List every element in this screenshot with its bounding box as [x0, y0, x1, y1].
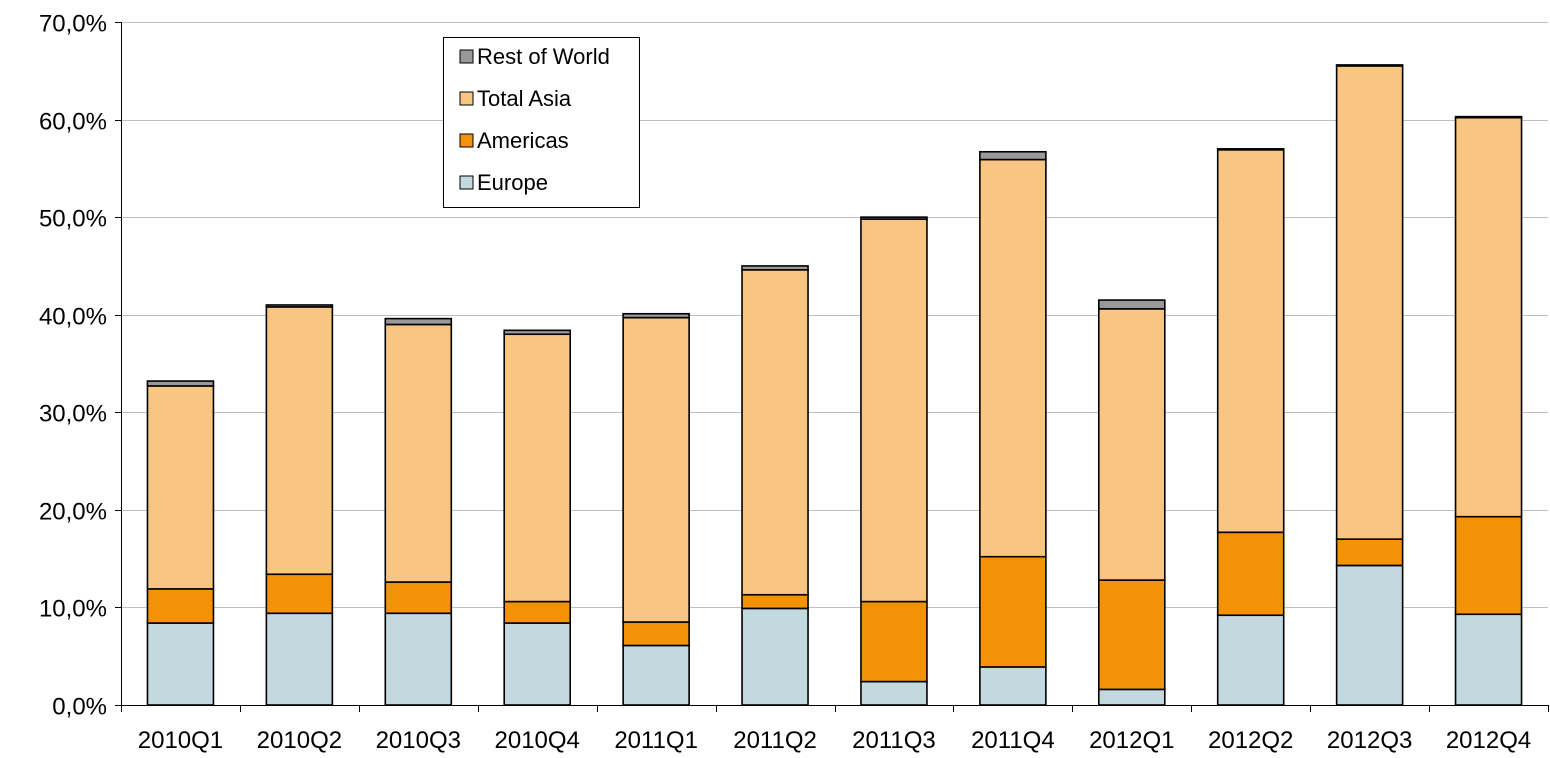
bar-europe-2010q3 [384, 612, 453, 706]
x-tick-label-2010q4: 2010Q4 [495, 727, 580, 753]
x-axis: 2010Q1 2010Q2 2010Q3 2010Q4 2011Q1 2011Q2 2011… [121, 705, 1549, 754]
x-tick-label-2010q1: 2010Q1 [138, 727, 223, 753]
legend-label-rest-of-world: Rest of World [477, 44, 610, 69]
x-tick-label-2010q2: 2010Q2 [257, 727, 342, 753]
x-tick-label-2011q3: 2011Q3 [852, 727, 936, 753]
bar-rest-of-world-2010q3 [384, 317, 453, 326]
legend-swatch-americas [459, 133, 474, 148]
bar-rest-of-world-2011q1 [622, 312, 690, 319]
x-tick-label-2011q1: 2011Q1 [614, 727, 698, 753]
bar-rest-of-world-2011q2 [741, 265, 809, 271]
bar-rest-of-world-2012q1 [1097, 299, 1166, 310]
x-tick-label-2012q3: 2012Q3 [1327, 727, 1412, 753]
y-tick-label: 70,0% [39, 11, 107, 38]
y-tick-label: 60,0% [39, 109, 107, 136]
legend-swatch-total-asia [459, 91, 474, 106]
legend-swatch-europe [459, 175, 474, 190]
bar-total-asia-2010q2 [265, 306, 334, 576]
legend-label-total-asia: Total Asia [477, 86, 572, 111]
bar-europe-2010q4 [503, 622, 572, 706]
bar-americas-2010q1 [146, 588, 215, 624]
bars [146, 64, 1523, 706]
bar-total-asia-2012q1 [1097, 308, 1166, 581]
bar-total-asia-2010q1 [146, 385, 215, 590]
bar-europe-2011q4 [979, 666, 1047, 706]
legend-swatch-rest-of-world [459, 49, 474, 64]
x-tick-label-2010q3: 2010Q3 [376, 727, 461, 753]
bar-americas-2010q3 [384, 581, 453, 615]
bar-rest-of-world-2010q4 [503, 329, 572, 336]
bar-total-asia-2012q3 [1335, 65, 1404, 540]
bar-americas-2010q4 [503, 600, 572, 624]
bar-rest-of-world-2011q3 [860, 216, 928, 220]
bar-rest-of-world-2010q1 [146, 380, 215, 387]
y-tick-label: 50,0% [39, 206, 107, 233]
bar-americas-2011q1 [622, 621, 690, 647]
bar-europe-2012q3 [1335, 564, 1404, 706]
y-tick-label: 20,0% [39, 499, 107, 526]
bar-rest-of-world-2010q2 [265, 304, 334, 308]
legend-label-europe: Europe [477, 170, 548, 195]
bar-europe-2011q1 [622, 644, 690, 706]
y-tick-label: 40,0% [39, 304, 107, 331]
bar-total-asia-2010q4 [503, 333, 572, 603]
bar-rest-of-world-2012q4 [1454, 115, 1523, 119]
y-tick-label: 30,0% [39, 401, 107, 428]
bar-total-asia-2012q2 [1216, 149, 1285, 534]
bar-europe-2010q1 [146, 622, 215, 706]
grid-lines [121, 22, 1548, 608]
bar-americas-2012q2 [1216, 531, 1285, 617]
bar-europe-2012q4 [1454, 613, 1523, 706]
bar-rest-of-world-2012q3 [1335, 64, 1404, 67]
y-axis: 0,0% 10,0% 20,0% 30,0% 40,0% 50,0% 60,0% 70,0% [39, 11, 122, 721]
bar-rest-of-world-2011q4 [979, 150, 1047, 161]
bar-europe-2011q2 [741, 607, 809, 706]
bar-total-asia-2011q1 [622, 316, 690, 623]
x-tick-label-2012q2: 2012Q2 [1208, 727, 1293, 753]
legend-box [443, 37, 640, 208]
bar-europe-2010q2 [265, 612, 334, 706]
x-tick-label-2011q2: 2011Q2 [733, 727, 817, 753]
bar-total-asia-2011q4 [979, 158, 1047, 558]
bar-total-asia-2011q2 [741, 269, 809, 596]
bar-total-asia-2012q4 [1454, 116, 1523, 518]
y-tick-label: 10,0% [39, 596, 107, 623]
bar-europe-2011q3 [860, 680, 928, 706]
legend: Rest of World Total Asia Americas Europe [443, 37, 640, 208]
bar-americas-2012q1 [1097, 579, 1166, 691]
bar-americas-2011q4 [979, 555, 1047, 668]
bar-europe-2012q2 [1216, 614, 1285, 706]
bar-americas-2012q4 [1454, 515, 1523, 616]
y-tick-label: 0,0% [52, 694, 107, 721]
x-tick-label-2011q4: 2011Q4 [971, 727, 1055, 753]
bar-americas-2011q2 [741, 593, 809, 610]
bar-americas-2012q3 [1335, 538, 1404, 567]
x-tick-label-2012q1: 2012Q1 [1089, 727, 1174, 753]
legend-label-americas: Americas [477, 128, 569, 153]
bar-total-asia-2011q3 [860, 218, 928, 603]
x-tick-label-2012q4: 2012Q4 [1446, 727, 1531, 753]
bar-rest-of-world-2012q2 [1216, 148, 1285, 151]
bar-americas-2010q2 [265, 573, 334, 615]
bar-americas-2011q3 [860, 600, 928, 683]
bar-europe-2012q1 [1097, 688, 1166, 706]
bar-total-asia-2010q3 [384, 323, 453, 583]
